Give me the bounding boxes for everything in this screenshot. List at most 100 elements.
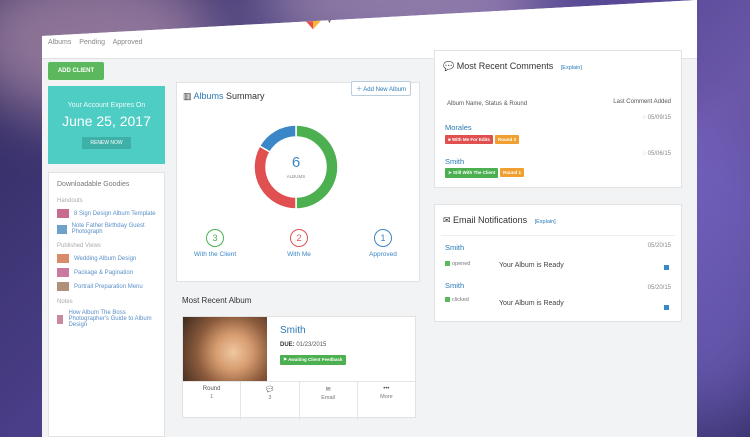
- download-label: 8 Sign Design Album Template: [74, 210, 156, 217]
- email-explain-link[interactable]: [Explain]: [534, 219, 556, 225]
- envelope-icon: ✉: [325, 387, 331, 393]
- add-new-album-button[interactable]: ＋ Add New Album: [350, 81, 411, 96]
- download-label: Wedding Album Design: [74, 255, 137, 262]
- status-dot-icon: [664, 265, 669, 270]
- email-date: 05/20/15: [647, 243, 671, 249]
- thumbnail-icon: [57, 268, 69, 277]
- comments-action[interactable]: 💬 3: [241, 382, 300, 420]
- thumbnail-icon: [57, 224, 67, 234]
- download-item[interactable]: 8 Sign Design Album Template: [57, 209, 156, 218]
- lock-icon: ■: [448, 137, 452, 142]
- email-message: Your Album is Ready: [499, 300, 564, 307]
- due-date: 01/23/2015: [296, 342, 327, 348]
- title-prefix: Albums: [193, 91, 224, 101]
- comment-round-badge: Round 1: [500, 168, 524, 177]
- thumbnail-icon: [57, 314, 64, 324]
- email-date: 05/20/15: [647, 285, 671, 291]
- comments-title: 💬 Most Recent Comments [Explain]: [443, 61, 582, 72]
- add-client-button[interactable]: ADD CLIENT: [48, 62, 104, 80]
- comment-date-text: 05/06/15: [647, 151, 671, 157]
- divider: [441, 235, 675, 236]
- round-value: 1: [210, 394, 214, 400]
- comment-status: With Me For Edits: [451, 137, 490, 142]
- email-title-text: Email Notifications: [453, 215, 528, 225]
- albums-donut-chart: 6 ALBUMS: [253, 124, 339, 210]
- email-client-name[interactable]: Smith: [445, 243, 465, 252]
- comments-explain-link[interactable]: [Explain]: [560, 65, 582, 71]
- comments-count: 3: [268, 395, 272, 401]
- comment-icon: 💬: [266, 387, 274, 393]
- email-status-text: clicked: [452, 297, 469, 303]
- album-cover-photo[interactable]: [183, 317, 267, 381]
- comments-col-left: Album Name, Status & Round: [447, 101, 528, 107]
- albums-summary-title: ▥ Albums Summary: [183, 91, 265, 102]
- email-message: Your Album is Ready: [499, 262, 564, 269]
- downloads-section-title: Notes: [57, 299, 73, 305]
- comments-icon: 💬: [443, 61, 457, 71]
- downloads-section-title: Published Views: [57, 243, 101, 249]
- send-icon: ➤: [448, 170, 454, 175]
- downloads-title: Downloadable Goodies: [57, 181, 130, 188]
- download-label: Package & Pagination: [74, 269, 134, 276]
- chevron-down-icon[interactable]: ▼: [326, 18, 333, 25]
- comment-album-name[interactable]: Smith: [445, 157, 465, 166]
- stat-count: 2: [290, 229, 308, 247]
- stat-approved[interactable]: 1 Approved: [353, 229, 413, 258]
- comment-album-name[interactable]: Morales: [445, 123, 472, 132]
- album-due: DUE: 01/23/2015: [280, 342, 326, 348]
- stat-count: 3: [206, 229, 224, 247]
- comment-date-text: 05/09/15: [647, 115, 671, 121]
- breadcrumb: Albums Pending Approved: [48, 39, 149, 46]
- comments-col-right: Last Comment Added: [613, 99, 671, 105]
- donut-segment-approved[interactable]: [258, 124, 297, 154]
- trial-panel: Your Account Expires On June 25, 2017 RE…: [48, 86, 165, 164]
- email-client-name[interactable]: Smith: [445, 281, 465, 290]
- email-label: Email: [321, 395, 335, 401]
- comment-status: Still With The Client: [453, 170, 496, 175]
- more-action[interactable]: ••• More: [358, 382, 415, 420]
- round-action[interactable]: Round 1: [183, 382, 242, 420]
- email-title: ✉ Email Notifications [Explain]: [443, 215, 556, 226]
- check-icon: [445, 261, 450, 267]
- stat-label: With Me: [287, 251, 311, 258]
- download-label: How Album The Boss Photographer's Guide …: [68, 310, 152, 328]
- download-item[interactable]: Wedding Album Design: [57, 254, 156, 263]
- comment-date: ◌ 05/06/15: [642, 151, 671, 157]
- ellipsis-icon: •••: [383, 386, 390, 392]
- stat-with-client[interactable]: 3 With the Client: [185, 229, 245, 258]
- download-item[interactable]: How Album The Boss Photographer's Guide …: [57, 310, 156, 328]
- thumbnail-icon: [57, 282, 69, 291]
- crumb-approved[interactable]: Approved: [112, 39, 143, 46]
- trial-text: Your Account Expires On: [67, 102, 146, 109]
- status-badge: ⚑ Awaiting Client Feedback: [280, 355, 346, 365]
- download-label: Portrait Preparation Menu: [74, 283, 143, 290]
- status-dot-icon: [664, 305, 669, 310]
- email-action[interactable]: ✉ Email: [300, 382, 358, 420]
- round-label: Round: [202, 386, 221, 392]
- download-item[interactable]: Portrait Preparation Menu: [57, 282, 156, 291]
- envelope-icon: ✉: [443, 215, 454, 225]
- email-status: opened: [445, 261, 470, 267]
- downloads-section-title: Handouts: [57, 198, 83, 204]
- email-notifications-panel: ✉ Email Notifications [Explain] Smith op…: [434, 204, 682, 322]
- trial-date: June 25, 2017: [62, 113, 151, 129]
- download-item[interactable]: Package & Pagination: [57, 268, 156, 277]
- donut-total: 6: [292, 154, 300, 171]
- app-window: ▼ Albums Pending Approved ADD CLIENT You…: [42, 0, 697, 437]
- renew-button[interactable]: RENEW NOW: [82, 137, 131, 149]
- stat-label: Approved: [369, 251, 397, 258]
- donut-segment-with-the-client[interactable]: [295, 124, 339, 210]
- stat-with-me[interactable]: 2 With Me: [269, 229, 329, 258]
- download-item[interactable]: Note Father Birthday Guest Photograph: [57, 223, 156, 235]
- comment-round-badge: Round 3: [495, 135, 519, 144]
- check-icon: [445, 297, 450, 303]
- crumb-albums[interactable]: Albums: [48, 39, 72, 46]
- add-new-album-label: Add New Album: [363, 87, 406, 93]
- crumb-pending[interactable]: Pending: [79, 39, 105, 46]
- flag-icon: ⚑: [283, 357, 289, 362]
- album-name[interactable]: Smith: [280, 325, 306, 336]
- comment-date: ◌ 05/09/15: [642, 115, 671, 121]
- recent-comments-panel: 💬 Most Recent Comments [Explain] Album N…: [434, 50, 682, 188]
- comment-bubble-icon: ◌: [642, 115, 648, 121]
- album-actions: Round 1 💬 3 ✉ Email ••• More: [183, 381, 415, 420]
